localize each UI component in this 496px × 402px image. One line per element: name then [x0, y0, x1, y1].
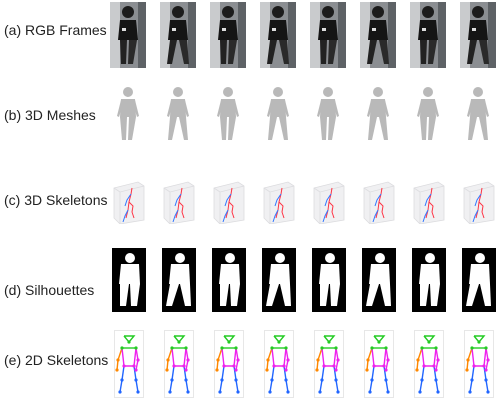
mesh-figure — [414, 86, 442, 142]
skeleton-3d — [160, 180, 198, 224]
mesh-figure — [264, 86, 292, 142]
silhouette — [412, 248, 446, 312]
mesh-figure — [364, 86, 392, 142]
skeleton-2d — [464, 330, 494, 398]
rgb-frame — [360, 2, 396, 68]
silhouette — [162, 248, 196, 312]
mesh-figure — [214, 86, 242, 142]
mesh-figure — [314, 86, 342, 142]
skeleton-2d — [114, 330, 144, 398]
silhouette — [112, 248, 146, 312]
skeleton-2d — [264, 330, 294, 398]
rgb-frame — [210, 2, 246, 68]
skeleton-3d — [310, 180, 348, 224]
rgb-frame — [260, 2, 296, 68]
row-label-silhouettes: (d) Silhouettes — [4, 282, 95, 298]
skeleton-2d — [164, 330, 194, 398]
rgb-frame — [410, 2, 446, 68]
rgb-frame — [460, 2, 496, 68]
skeleton-3d — [360, 180, 398, 224]
silhouette — [262, 248, 296, 312]
row-label-3d-skeletons: (c) 3D Skeletons — [4, 192, 108, 208]
silhouette — [362, 248, 396, 312]
skeleton-3d — [210, 180, 248, 224]
rgb-frame — [110, 2, 146, 68]
silhouette — [462, 248, 496, 312]
silhouette — [212, 248, 246, 312]
skeleton-3d — [110, 180, 148, 224]
skeleton-2d — [214, 330, 244, 398]
row-label-rgb-frames: (a) RGB Frames — [4, 22, 107, 38]
mesh-figure — [164, 86, 192, 142]
rgb-frame — [160, 2, 196, 68]
row-label-2d-skeletons: (e) 2D Skeletons — [4, 352, 109, 368]
mesh-figure — [114, 86, 142, 142]
skeleton-3d — [460, 180, 496, 224]
skeleton-2d — [314, 330, 344, 398]
skeleton-3d — [260, 180, 298, 224]
rgb-frame — [310, 2, 346, 68]
row-label-3d-meshes: (b) 3D Meshes — [4, 107, 96, 123]
skeleton-3d — [410, 180, 448, 224]
mesh-figure — [464, 86, 492, 142]
skeleton-2d — [364, 330, 394, 398]
silhouette — [312, 248, 346, 312]
skeleton-2d — [414, 330, 444, 398]
